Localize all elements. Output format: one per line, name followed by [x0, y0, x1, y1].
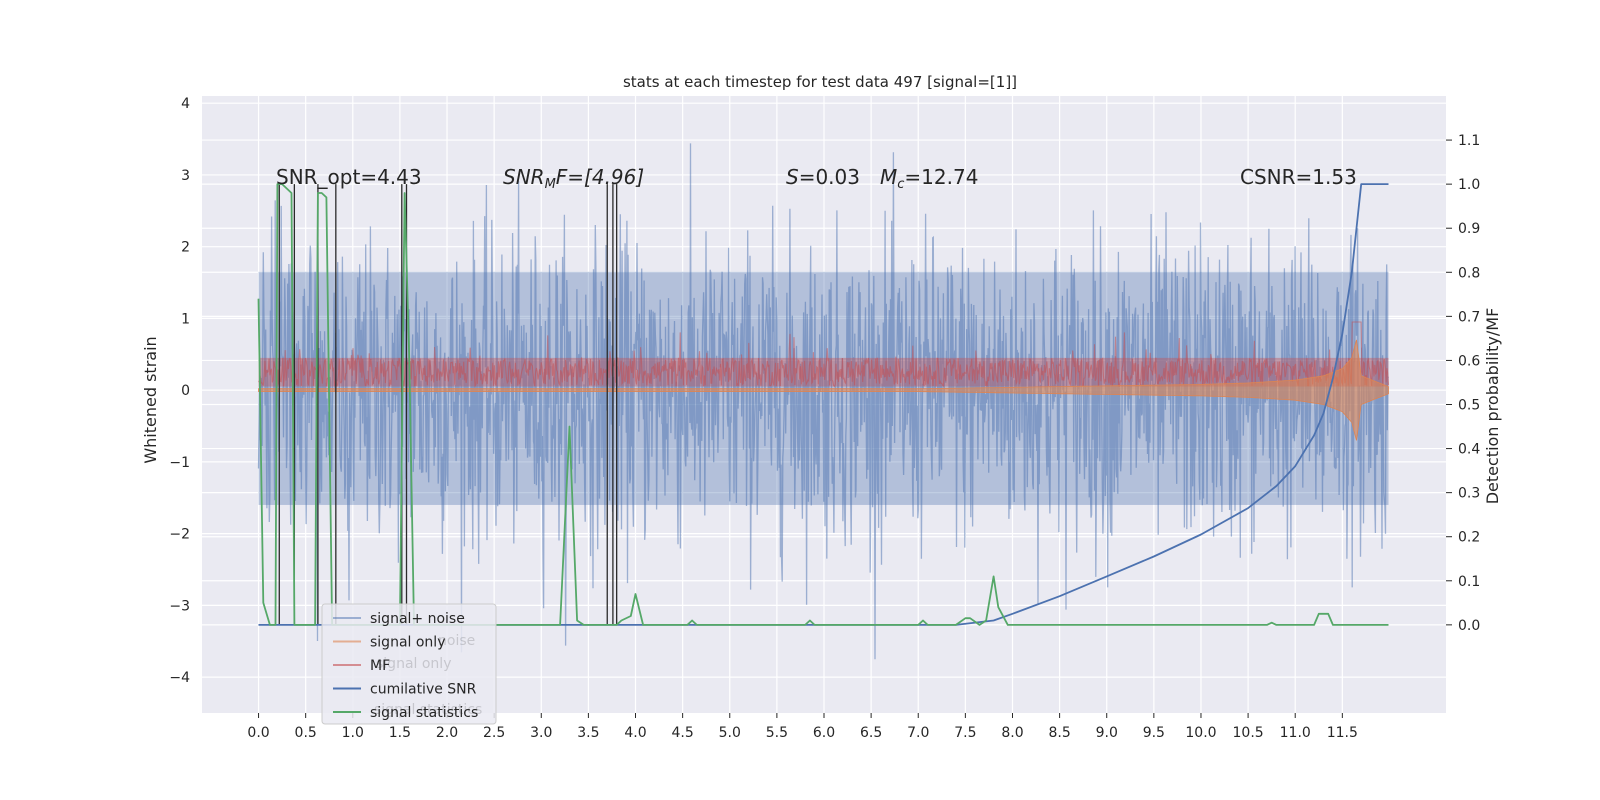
- y-tick-label-right: 0.7: [1458, 309, 1480, 325]
- x-tick-label: 0.0: [247, 725, 269, 741]
- legend: noise signal only signal statistics sign…: [321, 603, 497, 725]
- y-tick-label-right: 0.2: [1458, 530, 1480, 546]
- x-tick-label: 6.5: [860, 725, 882, 741]
- annotation-s-val: =0.03: [799, 165, 860, 189]
- legend-ghost-entry: noise: [438, 633, 475, 649]
- annotation-mc: Mc=12.74: [880, 165, 978, 192]
- annotation-csnr: CSNR=1.53: [1240, 165, 1357, 189]
- x-tick-label: 8.0: [1001, 725, 1023, 741]
- annotation-mc-var: M: [880, 165, 897, 189]
- x-tick-label: 4.0: [624, 725, 646, 741]
- annotations: SNR_opt=4.43 SNRMF=[4.96] S=0.03 Mc=12.7…: [276, 165, 1357, 192]
- y-tick-label-left: −1: [169, 455, 190, 471]
- annotation-s: S=0.03: [786, 165, 860, 189]
- signal-only-envelope: [258, 339, 1389, 441]
- y-tick-label-right: 0.6: [1458, 353, 1480, 369]
- legend-ghost-entry: signal statistics: [374, 702, 482, 718]
- annotation-mc-val: =12.74: [904, 165, 978, 189]
- legend-ghost-entries: noise signal only signal statistics: [374, 633, 482, 718]
- legend-entry-label: signal only: [370, 635, 445, 651]
- signal-plus-noise-line: [257, 143, 1390, 660]
- cumilative-snr-line: [258, 183, 1389, 626]
- series-mf: [258, 321, 1390, 388]
- x-tick-label: 7.0: [907, 725, 929, 741]
- x-axis-ticks: 0.0 0.5 1.0 1.5 2.0 2.5 3.0 3.5 4.0 4.5 5.0 5.5 6.0 6…: [247, 713, 1358, 741]
- y-tick-label-right: 1.0: [1458, 177, 1480, 193]
- y-tick-label-left: 4: [181, 96, 190, 112]
- legend-ghost-entry: signal only: [376, 656, 451, 672]
- y-axis-label-left: Whitened strain: [141, 336, 160, 463]
- y-tick-label-right: 0.1: [1458, 574, 1480, 590]
- y-tick-label-right: 0.4: [1458, 442, 1480, 458]
- x-tick-label: 9.5: [1143, 725, 1165, 741]
- y-tick-label-left: 0: [181, 383, 190, 399]
- legend-entry-label: signal statistics: [370, 705, 478, 721]
- x-tick-label: 0.5: [295, 725, 317, 741]
- x-tick-label: 1.5: [389, 725, 411, 741]
- x-tick-label: 6.0: [813, 725, 835, 741]
- chart-title: stats at each timestep for test data 497…: [623, 73, 1017, 91]
- x-tick-label: 8.5: [1048, 725, 1070, 741]
- x-tick-label: 7.5: [954, 725, 976, 741]
- y-axis-label-right: Detection probability/MF: [1483, 308, 1502, 505]
- x-tick-label: 11.0: [1280, 725, 1311, 741]
- annotation-s-var: S: [786, 165, 799, 189]
- y-tick-label-left: 3: [181, 168, 190, 184]
- series-layer: [257, 143, 1390, 660]
- annotation-snr-mf-rest: F=[4.96]: [556, 165, 644, 189]
- series-cumilative-snr: [258, 183, 1389, 626]
- x-tick-label: 5.0: [719, 725, 741, 741]
- y-tick-label-right: 0.8: [1458, 265, 1480, 281]
- series-signal-statistics: [257, 183, 1389, 626]
- y-axis-ticks-right: 0.0 0.1 0.2 0.3 0.4 0.5 0.6 0.7 0.8 0.9 1.0 1.1: [1446, 133, 1480, 634]
- y-tick-label-left: −2: [169, 527, 190, 543]
- x-tick-label: 3.5: [577, 725, 599, 741]
- series-signal-only: [258, 339, 1389, 441]
- x-tick-label: 1.0: [342, 725, 364, 741]
- x-tick-label: 9.0: [1096, 725, 1118, 741]
- x-tick-label: 4.5: [672, 725, 694, 741]
- legend-box: [321, 603, 497, 725]
- y-tick-label-right: 1.1: [1458, 133, 1480, 149]
- y-tick-label-right: 0.9: [1458, 221, 1480, 237]
- legend-entry-label: cumilative SNR: [370, 682, 477, 698]
- x-tick-label: 5.5: [766, 725, 788, 741]
- x-tick-label: 2.0: [436, 725, 458, 741]
- y-tick-label-left: −4: [169, 670, 190, 686]
- mf-line: [258, 321, 1390, 388]
- y-tick-label-right: 0.3: [1458, 486, 1480, 502]
- signal-statistics-line: [257, 183, 1389, 626]
- annotation-snr-mf: SNRMF=[4.96]: [503, 165, 644, 192]
- legend-entry-label: signal+ noise: [370, 611, 465, 627]
- annotation-snr-opt: SNR_opt=4.43: [276, 165, 422, 189]
- annotation-mc-sub: c: [897, 177, 904, 192]
- x-tick-label: 10.5: [1233, 725, 1264, 741]
- x-tick-label: 11.5: [1327, 725, 1358, 741]
- legend-entry-label: MF: [370, 658, 390, 674]
- x-tick-label: 2.5: [483, 725, 505, 741]
- y-tick-label-left: 2: [181, 240, 190, 256]
- x-tick-label: 10.0: [1185, 725, 1216, 741]
- y-tick-label-left: 1: [181, 311, 190, 327]
- y-tick-label-right: 0.5: [1458, 398, 1480, 414]
- annotation-snr-mf-sub: M: [545, 177, 556, 192]
- y-tick-label-right: 0.0: [1458, 618, 1480, 634]
- y-tick-label-left: −3: [169, 598, 190, 614]
- annotation-snr-mf-base: SNR: [503, 165, 545, 189]
- x-tick-label: 3.0: [530, 725, 552, 741]
- y-axis-ticks-left: 4 3 2 1 0 −1 −2 −3 −4: [169, 96, 190, 686]
